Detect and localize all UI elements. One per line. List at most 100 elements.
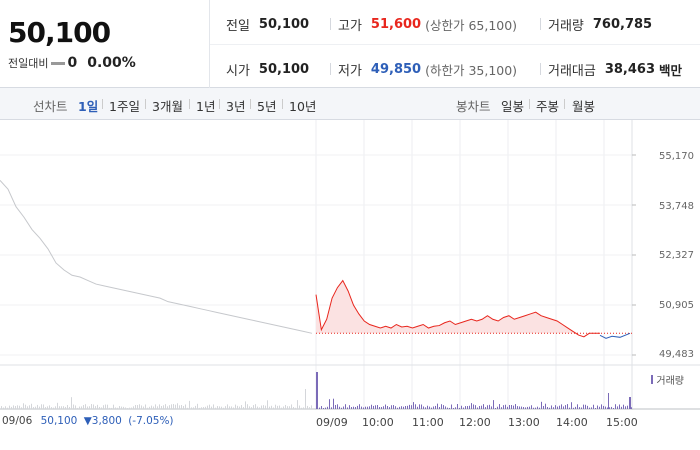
- prev-volume-bar: [105, 404, 106, 409]
- prev-volume-bar: [125, 407, 126, 409]
- volume-bar: [475, 405, 476, 409]
- volume-bar: [439, 407, 440, 409]
- prev-volume-bar: [183, 405, 184, 409]
- y-tick-label: 53,748: [659, 201, 694, 212]
- prev-volume-bar: [147, 407, 148, 409]
- volume-bar: [525, 407, 526, 409]
- info-divider: [210, 44, 700, 45]
- volume-bar: [547, 407, 548, 409]
- tab-10year[interactable]: 10년: [289, 99, 317, 114]
- volume-bar: [427, 405, 428, 409]
- tab-daily-candle[interactable]: 일봉: [501, 99, 525, 114]
- flat-change-icon: [51, 61, 66, 65]
- prev-volume-bar: [301, 407, 302, 409]
- volume-bar: [425, 407, 426, 409]
- prev-volume-bar: [51, 407, 52, 409]
- prev-volume-bar: [55, 406, 56, 409]
- volume-bar: [493, 400, 494, 409]
- volume-bar: [535, 407, 536, 409]
- tab-3month[interactable]: 3개월: [152, 99, 183, 114]
- volume-bar: [395, 406, 396, 409]
- volume-bar: [477, 407, 478, 409]
- x-tick-label: 11:00: [412, 416, 444, 429]
- volume-bar: [489, 404, 490, 409]
- volume-bar: [481, 405, 482, 409]
- prev-volume-bar: [23, 403, 24, 409]
- volume-bar: [553, 407, 554, 409]
- prev-volume-bar: [39, 406, 40, 409]
- prev-volume-bar: [215, 407, 216, 409]
- prev-volume-bar: [165, 404, 166, 409]
- prev-volume-bar: [295, 407, 296, 409]
- tab-1day[interactable]: 1일: [78, 99, 99, 114]
- prev-volume-bar: [19, 405, 20, 409]
- prev-volume-bar: [151, 405, 152, 409]
- prev-volume-bar: [61, 406, 62, 409]
- tab-5year[interactable]: 5년: [257, 99, 277, 114]
- x-tick-label: 12:00: [459, 416, 491, 429]
- prev-volume-bar: [219, 406, 220, 409]
- prev-volume-bar: [239, 406, 240, 409]
- prev-volume-bar: [113, 404, 114, 409]
- volume-bar: [521, 406, 522, 409]
- prev-volume-bar: [283, 406, 284, 409]
- prev-volume-bar: [7, 407, 8, 409]
- prev-volume-bar: [187, 407, 188, 409]
- prev-volume-bar: [305, 389, 306, 409]
- y-tick-label: 52,327: [659, 250, 694, 261]
- amount-label: 거래대금: [548, 64, 596, 79]
- prev-volume-bar: [273, 407, 274, 409]
- tab-weekly-candle[interactable]: 주봉: [536, 99, 560, 114]
- prev-volume-bar: [9, 405, 10, 409]
- volume-bar: [599, 406, 600, 409]
- tab-3year[interactable]: 3년: [226, 99, 246, 114]
- volume-bar: [469, 405, 470, 409]
- divider: [540, 63, 541, 75]
- prev-volume-bar: [185, 404, 186, 409]
- volume-bar: [589, 407, 590, 409]
- volume-bar: [413, 402, 414, 409]
- volume-bar: [377, 405, 378, 409]
- prev-volume-bar: [211, 406, 212, 409]
- volume-bar: [605, 406, 606, 409]
- tab-monthly-candle[interactable]: 월봉: [572, 99, 596, 114]
- volume-bar: [623, 404, 624, 409]
- volume-label: 거래량: [548, 19, 584, 34]
- volume-bar: [393, 405, 394, 409]
- volume-bar: [457, 404, 458, 409]
- prev-volume-bar: [43, 404, 44, 409]
- prev-volume-bar: [225, 406, 226, 409]
- x-tick-label: 09/09: [316, 416, 348, 429]
- prev-volume-bar: [193, 407, 194, 409]
- volume-bar: [587, 405, 588, 409]
- prev-volume-bar: [267, 400, 268, 409]
- volume-bar: [335, 404, 336, 409]
- prev-volume-bar: [309, 407, 310, 409]
- prev-volume-bar: [101, 407, 102, 409]
- volume-bar: [451, 404, 452, 409]
- tab-1year[interactable]: 1년: [196, 99, 216, 114]
- prev-volume-bar: [13, 405, 14, 409]
- divider: [219, 99, 220, 109]
- volume-bar: [579, 407, 580, 409]
- volume-bar: [381, 406, 382, 409]
- tab-1week[interactable]: 1주일: [109, 99, 140, 114]
- volume-bar: [511, 405, 512, 409]
- low-label: 저가: [338, 64, 362, 79]
- prev-volume-bar: [3, 407, 4, 409]
- prev-volume-bar: [95, 406, 96, 409]
- prev-volume-bar: [177, 403, 178, 409]
- prev-volume-bar: [189, 400, 190, 409]
- volume-bar: [401, 406, 402, 409]
- prev-volume-bar: [297, 400, 298, 409]
- price-chart: 55,170 53,748 52,327 50,905 49,483 거래량 0…: [0, 120, 700, 450]
- x-tick-label: 15:00: [606, 416, 638, 429]
- divider: [282, 99, 283, 109]
- volume-bar: [619, 404, 620, 409]
- volume-bar: [371, 404, 372, 409]
- prev-volume-bar: [161, 406, 162, 409]
- prev-volume-bar: [63, 406, 64, 409]
- volume-bar: [615, 404, 616, 409]
- volume-bar: [479, 405, 480, 409]
- volume-bar: [329, 399, 330, 409]
